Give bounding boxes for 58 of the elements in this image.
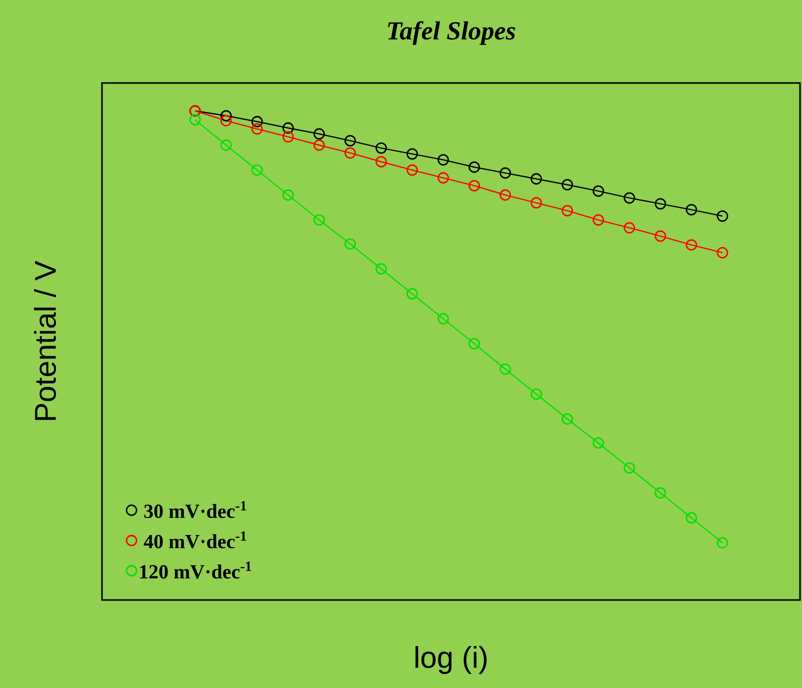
point <box>716 537 728 548</box>
point <box>344 238 356 250</box>
point <box>500 167 511 179</box>
legend-label: 120 mV·dec$^{-1}$ <box>140 562 252 579</box>
chart-title: Tafel Slopes <box>388 21 516 45</box>
point <box>251 123 263 135</box>
point <box>251 116 263 128</box>
y-axis-title: Potential / V <box>34 260 56 420</box>
point <box>376 263 387 275</box>
point <box>220 139 232 151</box>
point <box>500 363 511 375</box>
legend-label: 40 mV·dec$^{-1}$ <box>144 531 246 548</box>
point <box>376 142 387 154</box>
point <box>406 148 418 160</box>
x-axis-title: log (i) <box>416 646 487 674</box>
point <box>468 180 480 192</box>
point <box>220 110 232 122</box>
point <box>592 437 604 449</box>
point <box>189 114 201 126</box>
point <box>530 173 542 185</box>
point <box>686 204 698 216</box>
point <box>468 338 480 350</box>
point <box>716 247 728 258</box>
point <box>530 197 542 209</box>
point <box>282 131 294 142</box>
point <box>592 214 604 226</box>
legend-label: 30 mV·dec$^{-1}$ <box>144 501 246 518</box>
point <box>592 185 604 197</box>
point <box>313 139 325 151</box>
point <box>344 147 356 159</box>
point <box>282 189 294 201</box>
point <box>686 512 698 524</box>
point <box>624 222 636 234</box>
point <box>562 179 574 190</box>
point <box>220 114 232 126</box>
point <box>686 239 698 251</box>
point <box>624 192 636 204</box>
point <box>406 288 418 300</box>
point <box>438 313 449 324</box>
point <box>562 413 574 425</box>
point <box>654 198 666 210</box>
point <box>406 164 418 176</box>
point <box>654 487 666 499</box>
point <box>282 122 294 134</box>
point <box>376 156 387 168</box>
point <box>468 161 480 173</box>
point <box>562 204 574 216</box>
point <box>438 154 449 166</box>
point <box>530 388 542 400</box>
point <box>251 164 263 176</box>
point <box>624 462 636 474</box>
point <box>438 172 449 184</box>
point <box>313 214 325 226</box>
point <box>500 189 511 201</box>
point <box>313 128 325 140</box>
point <box>344 135 356 146</box>
point <box>716 210 728 222</box>
point <box>654 230 666 242</box>
